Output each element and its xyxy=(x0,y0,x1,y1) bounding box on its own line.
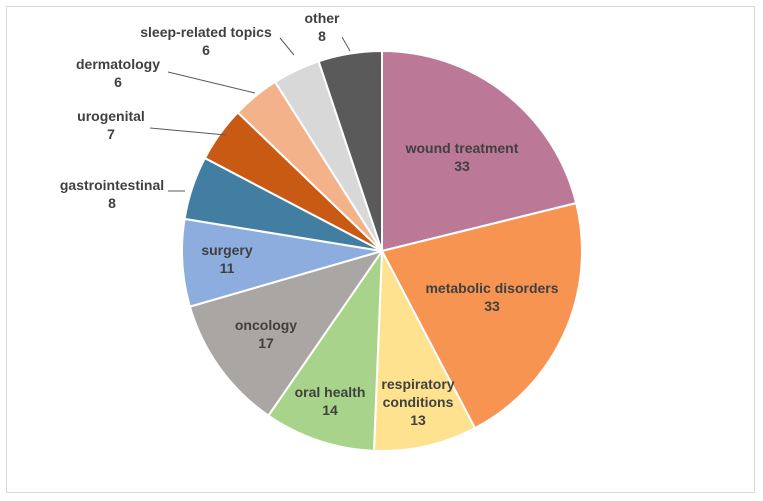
pie-slice-oncology xyxy=(188,249,385,417)
slice-label-wound-treatment: wound treatment 33 xyxy=(405,140,519,174)
pie-slice-oral-health xyxy=(266,247,384,452)
leader-line-dermatology xyxy=(167,71,256,94)
slice-label-urogenital: urogenital 7 xyxy=(77,108,145,142)
slice-label-other: other 8 xyxy=(305,10,341,44)
slice-label-metabolic-disorders: metabolic disorders 33 xyxy=(425,280,558,314)
pie-slice-other xyxy=(317,49,383,252)
pie-slice-respiratory-conditions xyxy=(372,247,477,452)
slice-label-respiratory-conditions: respiratory conditions 13 xyxy=(381,376,454,428)
pie-slice-metabolic-disorders xyxy=(380,201,583,430)
leader-line-other xyxy=(341,36,351,52)
pie-slice-wound-treatment xyxy=(381,49,578,253)
leader-line-urogenital xyxy=(149,127,227,136)
slice-label-gastrointestinal: gastrointestinal 8 xyxy=(60,177,164,211)
slice-label-oncology: oncology 17 xyxy=(235,317,297,351)
slice-label-surgery: surgery 11 xyxy=(201,242,253,276)
slice-label-oral-health: oral health 14 xyxy=(295,384,366,418)
slice-label-dermatology: dermatology 6 xyxy=(76,56,160,90)
leader-line-sleep-related-topics xyxy=(279,37,295,56)
slice-label-sleep-related-topics: sleep-related topics 6 xyxy=(140,24,272,58)
